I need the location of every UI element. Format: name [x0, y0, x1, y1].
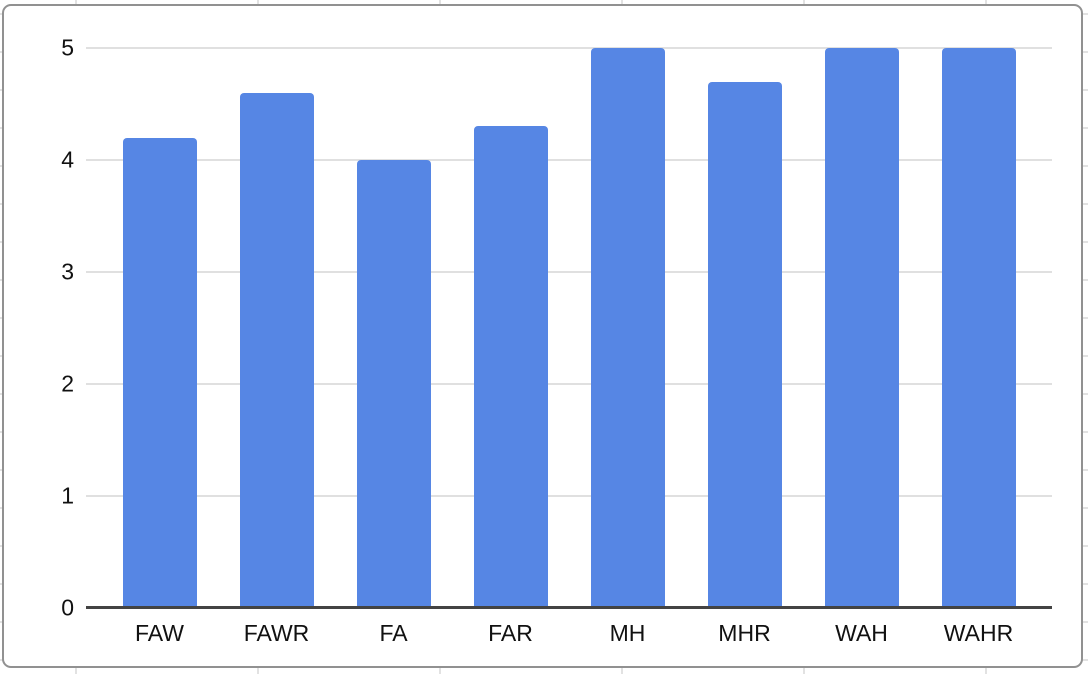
- x-category-label: FAW: [135, 620, 184, 646]
- y-tick-label: 0: [61, 594, 74, 621]
- x-category-label: WAHR: [943, 620, 1014, 646]
- y-tick-label: 3: [61, 258, 74, 285]
- bar-slot: [920, 48, 1037, 608]
- y-tick-label: 2: [61, 370, 74, 397]
- bars-row: [101, 48, 1037, 608]
- bar-wahr[interactable]: [941, 48, 1016, 608]
- bar-fa[interactable]: [356, 160, 431, 608]
- x-category-label: MH: [609, 620, 646, 646]
- bar-slot: [569, 48, 686, 608]
- bar-slot: [101, 48, 218, 608]
- bar-fawr[interactable]: [239, 92, 314, 608]
- bar-far[interactable]: [473, 126, 548, 608]
- y-tick-label: 1: [61, 482, 74, 509]
- bar-slot: [803, 48, 920, 608]
- x-category-label: MHR: [718, 620, 771, 646]
- bar-faw[interactable]: [122, 137, 197, 608]
- y-gridline: [86, 47, 1052, 49]
- chart-card[interactable]: 0 1 2 3 4 5 FAW FAWR FA FAR MH MHR WAH WAHR: [2, 4, 1083, 668]
- plot-area: [86, 47, 1052, 609]
- bar-slot: [335, 48, 452, 608]
- x-category-label: FAR: [488, 620, 533, 646]
- bar-mhr[interactable]: [707, 81, 782, 608]
- y-tick-label: 5: [61, 34, 74, 61]
- y-gridline: [86, 495, 1052, 497]
- x-axis-category-labels: FAW FAWR FA FAR MH MHR WAH WAHR: [101, 618, 1037, 648]
- bar-slot: [218, 48, 335, 608]
- bar-mh[interactable]: [590, 48, 665, 608]
- x-category-label: FAWR: [243, 620, 310, 646]
- bar-wah[interactable]: [824, 48, 899, 608]
- bar-slot: [452, 48, 569, 608]
- y-axis-tick-labels: 0 1 2 3 4 5: [4, 36, 74, 619]
- y-gridline: [86, 271, 1052, 273]
- bar-slot: [686, 48, 803, 608]
- y-gridline: [86, 159, 1052, 161]
- y-gridline: [86, 383, 1052, 385]
- x-category-label: WAH: [835, 620, 888, 646]
- x-axis-line: [86, 606, 1052, 609]
- x-category-label: FA: [379, 620, 408, 646]
- y-tick-label: 4: [61, 146, 74, 173]
